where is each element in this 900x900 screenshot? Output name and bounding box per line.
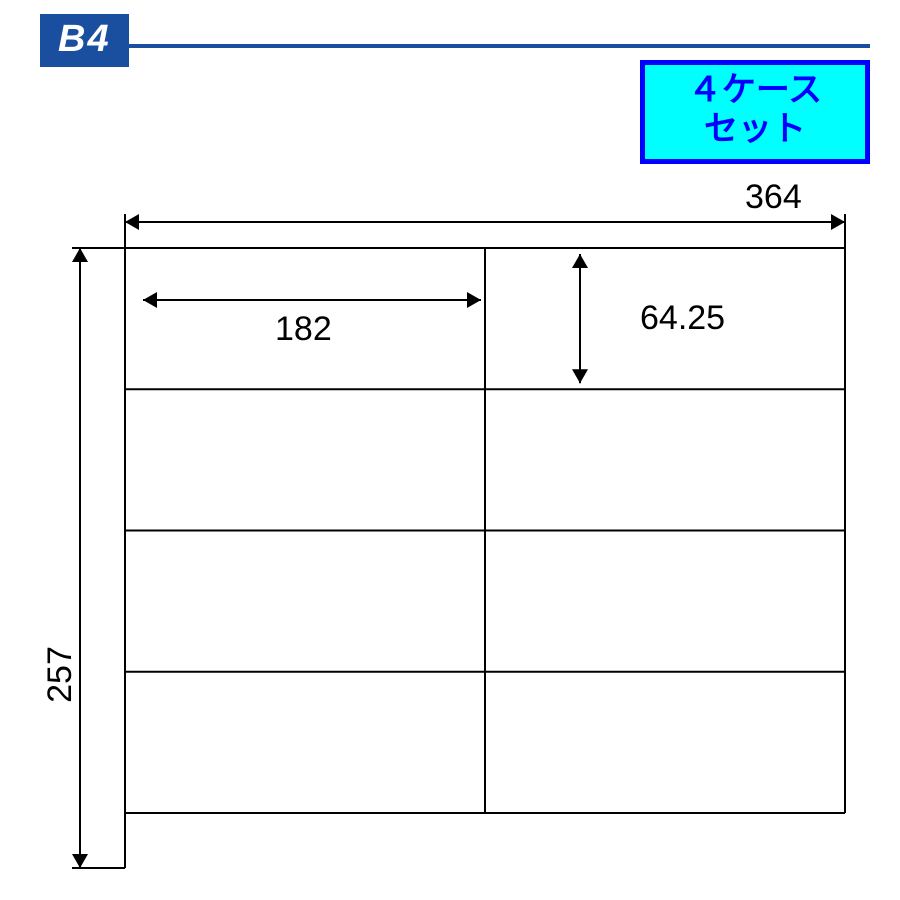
diagram-svg [0, 0, 900, 900]
canvas: B4 ４ケース セット 364 182 64.25 257 [0, 0, 900, 900]
